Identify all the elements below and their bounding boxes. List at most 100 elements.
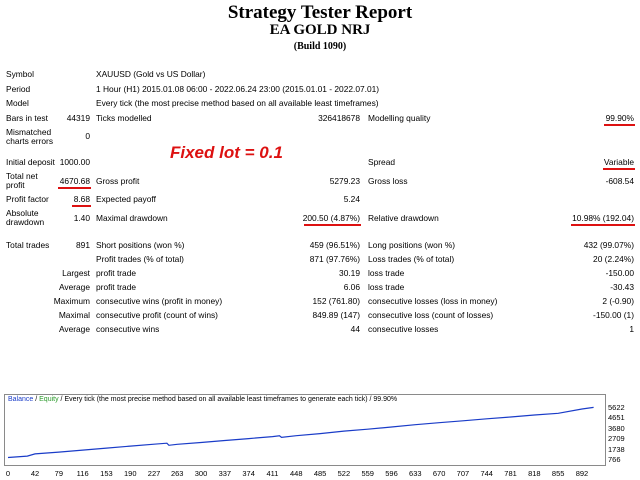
average-profit-label: profit trade xyxy=(96,282,137,292)
y-tick-label: 1738 xyxy=(608,444,625,454)
quality-label: Modelling quality xyxy=(368,113,431,123)
ticks-label: Ticks modelled xyxy=(96,113,152,123)
y-tick-label: 3680 xyxy=(608,423,625,433)
legend-balance: Balance xyxy=(8,396,34,403)
payoff-value: 5.24 xyxy=(343,194,360,204)
average-loss-value: -30.43 xyxy=(610,282,634,292)
ltrades-value: 20 (2.24%) xyxy=(593,254,634,264)
x-tick-label: 263 xyxy=(170,469,184,478)
fixed-lot-annotation: Fixed lot = 0.1 xyxy=(170,143,283,162)
x-tick-label: 855 xyxy=(551,469,565,478)
quality-value: 99.90% xyxy=(605,113,634,123)
period-label: Period xyxy=(6,84,31,94)
netprofit-value: 4670.68 xyxy=(59,176,90,186)
mclc-label: consecutive loss (count of losses) xyxy=(368,310,494,320)
period-value: 1 Hour (H1) 2015.01.08 06:00 - 2022.06.2… xyxy=(96,84,380,94)
largest-loss-label: loss trade xyxy=(368,268,405,278)
spread-underline xyxy=(603,168,635,170)
netprofit-label-2: profit xyxy=(6,180,25,190)
balance-chart-frame xyxy=(4,394,606,466)
maxdd-value: 200.50 (4.87%) xyxy=(302,213,360,223)
largest-label: Largest xyxy=(62,268,90,278)
netprofit-underline xyxy=(58,187,91,189)
x-tick-label: 300 xyxy=(194,469,208,478)
x-tick-label: 116 xyxy=(76,469,89,478)
model-label: Model xyxy=(6,98,29,108)
payoff-label: Expected payoff xyxy=(96,194,156,204)
maximal-label: Maximal xyxy=(58,310,90,320)
build-number: (Build 1090) xyxy=(293,41,347,52)
x-tick-label: 744 xyxy=(480,469,493,478)
ptrades-label: Profit trades (% of total) xyxy=(96,254,184,264)
reldd-value: 10.98% (192.04) xyxy=(572,213,634,223)
x-tick-label: 633 xyxy=(409,469,422,478)
pf-value: 8.68 xyxy=(73,194,90,204)
x-tick-label: 190 xyxy=(123,469,137,478)
x-tick-label: 411 xyxy=(266,469,279,478)
x-tick-label: 227 xyxy=(147,469,161,478)
ptrades-value: 871 (97.76%) xyxy=(309,254,360,264)
bars-value: 44319 xyxy=(66,113,90,123)
mcw-value: 152 (761.80) xyxy=(312,296,361,306)
bars-label: Bars in test xyxy=(6,113,48,123)
legend-equity: Equity xyxy=(39,396,59,403)
legend-sep: / xyxy=(33,396,40,403)
x-tick-label: 781 xyxy=(504,469,517,478)
x-tick-label: 42 xyxy=(30,469,40,478)
chart-legend: Balance / Equity / Every tick (the most … xyxy=(8,396,397,403)
x-tick-label: 559 xyxy=(361,469,374,478)
grossprofit-value: 5279.23 xyxy=(329,176,360,186)
mcl-label: consecutive losses (loss in money) xyxy=(368,296,498,306)
y-tick-label: 2709 xyxy=(608,434,625,444)
x-tick-label: 485 xyxy=(313,469,327,478)
y-tick-label: 766 xyxy=(608,455,621,464)
netprofit-label-1: Total net xyxy=(6,171,38,181)
largest-profit-value: 30.19 xyxy=(339,268,360,278)
deposit-label: Initial deposit xyxy=(6,157,55,167)
y-tick-label: 5622 xyxy=(608,402,625,412)
maximum-label: Maximum xyxy=(53,296,90,306)
x-tick-label: 153 xyxy=(100,469,113,478)
report-title: Strategy Tester Report xyxy=(227,2,413,23)
x-tick-label: 337 xyxy=(218,469,232,478)
x-tick-label: 522 xyxy=(337,469,351,478)
short-value: 459 (96.51%) xyxy=(309,240,360,250)
absdd-label-2: drawdown xyxy=(6,217,45,227)
mcw-label: consecutive wins (profit in money) xyxy=(96,296,223,306)
x-tick-label: 374 xyxy=(242,469,255,478)
spread-value: Variable xyxy=(603,157,634,167)
mismatch-value: 0 xyxy=(85,131,90,141)
maxdd-underline xyxy=(304,224,361,226)
grossprofit-label: Gross profit xyxy=(96,176,140,186)
largest-loss-value: -150.00 xyxy=(605,268,634,278)
reldd-underline xyxy=(571,224,635,226)
grossloss-label: Gross loss xyxy=(368,176,408,186)
absdd-value: 1.40 xyxy=(73,213,90,223)
average-profit-value: 6.06 xyxy=(343,282,360,292)
trades-label: Total trades xyxy=(6,240,50,250)
acw-label: consecutive wins xyxy=(96,324,160,334)
ltrades-label: Loss trades (% of total) xyxy=(368,254,455,264)
x-tick-label: 670 xyxy=(432,469,446,478)
x-tick-label: 79 xyxy=(54,469,63,478)
x-tick-label: 707 xyxy=(456,469,470,478)
acl-label: consecutive losses xyxy=(368,324,439,334)
mcp-value: 849.89 (147) xyxy=(312,310,361,320)
mismatch-label-1: Mismatched xyxy=(6,127,52,137)
x-tick-label: 0 xyxy=(5,469,11,478)
mcl-value: 2 (-0.90) xyxy=(602,296,634,306)
mcp-label: consecutive profit (count of wins) xyxy=(96,310,218,320)
maxdd-label: Maximal drawdown xyxy=(96,213,168,223)
largest-profit-label: profit trade xyxy=(96,268,137,278)
x-tick-label: 596 xyxy=(385,469,398,478)
x-tick-label: 818 xyxy=(528,469,541,478)
model-value: Every tick (the most precise method base… xyxy=(96,98,379,108)
x-tick-label: 892 xyxy=(575,469,589,478)
symbol-label: Symbol xyxy=(6,69,34,79)
ticks-value: 326418678 xyxy=(318,113,360,123)
acw-value: 44 xyxy=(350,324,360,334)
long-label: Long positions (won %) xyxy=(368,240,456,250)
average-label: Average xyxy=(58,282,90,292)
pf-underline xyxy=(72,205,91,207)
pf-label: Profit factor xyxy=(6,194,49,204)
